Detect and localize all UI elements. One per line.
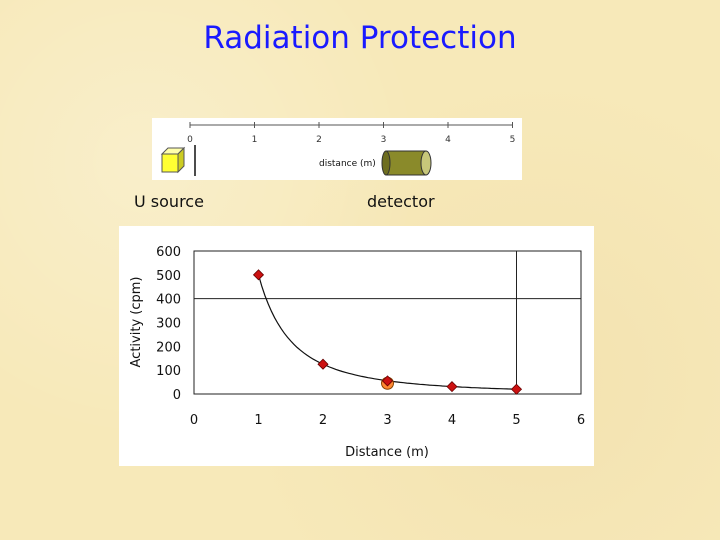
ruler-tick-label: 0: [187, 135, 193, 145]
ruler-tick-label: 3: [381, 135, 387, 145]
x-tick-label: 3: [383, 413, 391, 428]
data-point: [317, 358, 329, 370]
ruler-tick-label: 5: [510, 135, 516, 145]
y-tick-label: 600: [156, 245, 181, 260]
distance-ruler: 0 1 2 3 4 5: [187, 122, 515, 176]
source-cube-icon: [160, 146, 186, 174]
y-tick-label: 300: [156, 317, 181, 332]
y-tick-label: 500: [156, 269, 181, 284]
source-detector-diagram: 0 1 2 3 4 5 distance (m): [152, 118, 522, 180]
y-axis-label: Activity (cpm): [129, 277, 144, 368]
x-tick-label: 0: [190, 413, 198, 428]
ruler-tick-label: 4: [445, 135, 451, 145]
x-axis-label: Distance (m): [345, 445, 429, 460]
detector-label: detector: [367, 192, 435, 211]
data-point: [446, 381, 458, 393]
x-tick-label: 1: [254, 413, 262, 428]
data-point: [381, 375, 394, 387]
ruler-label: distance (m): [319, 159, 376, 169]
ruler-tick-label: 1: [252, 135, 258, 145]
data-point: [252, 269, 265, 281]
ruler-tick-label: 2: [316, 135, 322, 145]
x-tick-label: 5: [512, 413, 520, 428]
x-tick-label: 6: [577, 413, 585, 428]
detector-cylinder-icon: [381, 150, 432, 176]
activity-distance-chart: 0 100 200 300 400 500 600 0 1 2 3 4 5 6 Distance (m)…: [119, 226, 594, 466]
source-label: U source: [134, 192, 204, 211]
y-tick-label: 100: [156, 364, 181, 379]
x-tick-label: 2: [319, 413, 327, 428]
y-tick-label: 0: [173, 388, 181, 403]
y-tick-label: 200: [156, 340, 181, 355]
plot-area: [193, 250, 582, 395]
slide-title: Radiation Protection: [203, 20, 517, 56]
data-point: [510, 383, 523, 395]
x-tick-label: 4: [448, 413, 456, 428]
y-tick-label: 400: [156, 293, 181, 308]
